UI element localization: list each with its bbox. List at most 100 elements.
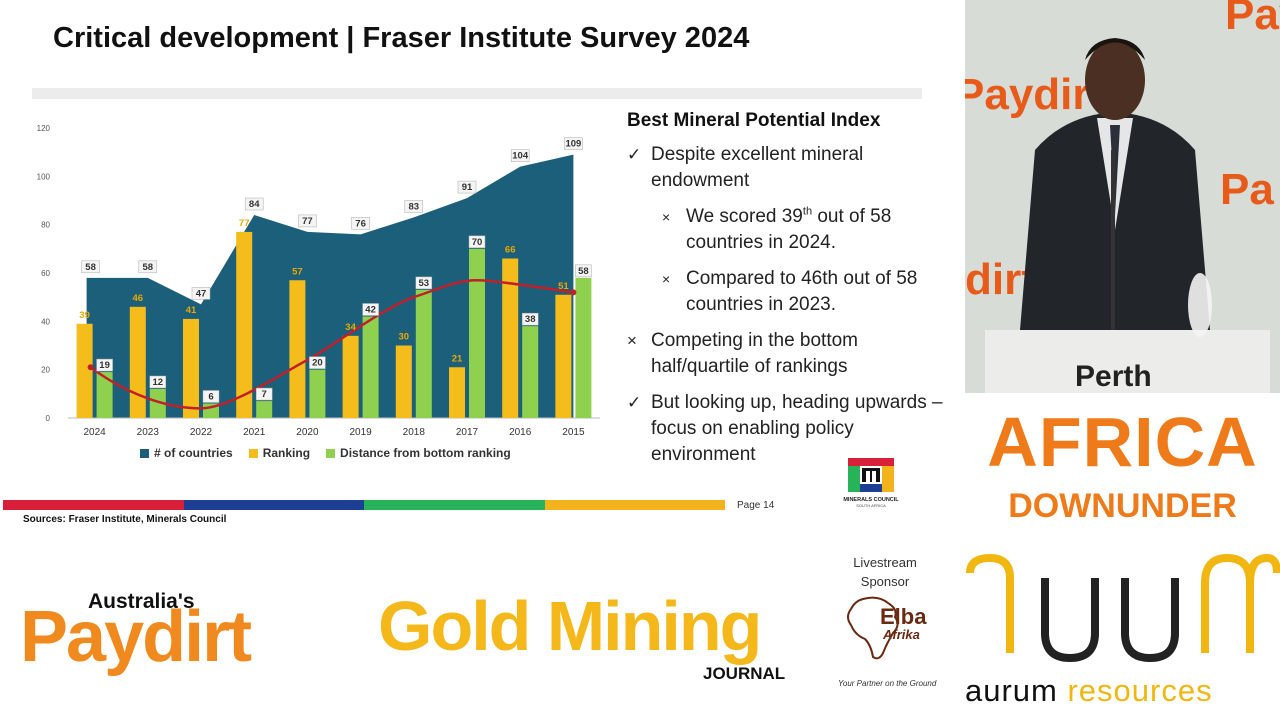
distance-bar [309, 369, 326, 418]
gold-mining-journal-logo: Gold Mining [378, 587, 762, 665]
distance-data-label: 53 [419, 278, 430, 289]
minerals-council-logo: MINERALS COUNCIL SOUTH AFRICA [836, 458, 906, 508]
countries-label-box [298, 214, 317, 228]
backdrop-word: Paydirt [1225, 0, 1280, 39]
ranking-bar [236, 231, 253, 418]
ranking-bar [76, 323, 93, 418]
y-tick-label: 20 [41, 366, 50, 375]
countries-label-box [404, 200, 424, 213]
ranking-data-label: 34 [345, 322, 356, 333]
distance-label-box [149, 375, 167, 389]
backdrop-word: Pa [1220, 165, 1274, 214]
legend-label-ranking: Ranking [262, 446, 311, 460]
distance-data-label: 19 [99, 360, 110, 371]
africa-map-icon [847, 596, 899, 660]
podium-label: Perth [1075, 360, 1152, 393]
bullet-competing: × Competing in the bottom half/quartile … [627, 328, 957, 380]
stripe-green [364, 500, 545, 510]
cross-icon: × [662, 209, 671, 225]
countries-label-box [351, 217, 370, 230]
ranking-data-label: 46 [133, 293, 144, 304]
y-tick-label: 60 [41, 269, 50, 278]
ranking-bar [449, 367, 465, 418]
livestream-sponsor-label: Livestream Sponsor [853, 555, 917, 589]
chart-legend: # of countries Ranking Distance from bot… [140, 446, 511, 460]
countries-label-box [564, 137, 583, 150]
x-tick-label: 2023 [137, 427, 160, 438]
countries-data-label: 91 [462, 182, 473, 193]
check-icon: ✓ [627, 393, 642, 412]
ranking-bar [342, 335, 359, 418]
bullet-looking-up: ✓ But looking up, heading upwards – focu… [627, 390, 957, 468]
stripe-yellow [544, 500, 725, 510]
distance-data-label: 7 [262, 389, 267, 400]
bullet-endowment: ✓ Despite excellent mineral endowment [627, 142, 957, 194]
sources-note: Sources: Fraser Institute, Minerals Coun… [23, 514, 227, 525]
legend-item-ranking: Ranking [248, 446, 311, 460]
ranking-data-label: 21 [452, 353, 463, 364]
ranking-data-label: 39 [79, 310, 90, 321]
sponsor-banner: Paydirt Australia's Gold Mining JOURNAL … [0, 543, 965, 720]
bullet-text: Competing in the bottom half/quartile of… [651, 330, 859, 377]
title-divider [32, 88, 922, 99]
distance-bar [522, 326, 539, 418]
legend-swatch-ranking [248, 448, 258, 458]
elba-logo: Elba [880, 604, 927, 629]
y-tick-label: 120 [37, 124, 51, 133]
countries-data-label: 104 [512, 151, 529, 162]
distance-bar [362, 316, 379, 418]
distance-bar [575, 277, 592, 418]
aurum-resources-logo: aurum resources [965, 543, 1280, 720]
distance-label-box [575, 264, 592, 278]
slide-title: Critical development | Fraser Institute … [53, 22, 750, 54]
paydirt-logo: Paydirt [20, 597, 252, 677]
distance-bar [469, 248, 485, 418]
x-tick-label: 2021 [243, 427, 266, 438]
ranking-data-label: 77 [239, 218, 250, 229]
y-tick-label: 40 [41, 317, 50, 326]
legend-item-countries: # of countries [140, 446, 233, 460]
panel-heading: Best Mineral Potential Index [627, 110, 881, 131]
countries-data-label: 58 [143, 262, 154, 273]
aurum-mark-icon [966, 553, 1280, 663]
distance-data-label: 12 [153, 377, 164, 388]
countries-data-label: 47 [196, 288, 207, 299]
countries-data-label: 109 [565, 139, 581, 150]
x-tick-label: 2016 [509, 427, 532, 438]
color-stripe [3, 500, 725, 510]
distance-label-box [521, 312, 539, 326]
countries-label-box [457, 180, 477, 194]
y-tick-label: 0 [46, 414, 51, 423]
bullet-text: But looking up, heading upwards – focus … [651, 392, 943, 465]
ranking-data-label: 51 [558, 281, 569, 292]
stripe-blue [183, 500, 364, 510]
logo-subcaption: SOUTH AFRICA [856, 503, 886, 508]
cross-icon: × [662, 271, 671, 287]
ranking-bar [183, 318, 199, 418]
distance-data-label: 6 [208, 392, 213, 403]
distance-data-label: 20 [312, 358, 323, 369]
elba-tagline: Your Partner on the Ground [838, 679, 937, 688]
trendline-end-marker [87, 364, 94, 371]
x-tick-label: 2018 [403, 427, 426, 438]
countries-data-label: 84 [249, 199, 260, 210]
ranking-bar [395, 345, 412, 418]
minerals-council-mark-icon [848, 458, 894, 492]
aurum-wordmark: aurum resources [965, 673, 1213, 709]
bullet-text: Compared to 46th out of 58 countries in … [686, 268, 918, 315]
slide: Critical development | Fraser Institute … [3, 22, 957, 525]
journal-label: JOURNAL [703, 664, 786, 683]
legend-swatch-countries [140, 448, 149, 458]
x-tick-label: 2015 [562, 427, 585, 438]
distance-data-label: 58 [578, 266, 589, 277]
bullet-text: Despite excellent mineral endowment [651, 144, 864, 191]
trendline [89, 278, 574, 410]
africa-downunder-logo: AFRICA DOWNUNDER [965, 393, 1280, 543]
ranking-data-label: 66 [505, 245, 516, 256]
distance-label-box [309, 356, 326, 369]
y-tick-label: 80 [41, 221, 50, 230]
legend-item-distance: Distance from bottom ranking [326, 446, 511, 460]
bullet-score-2023: × Compared to 46th out of 58 countries i… [627, 266, 957, 318]
check-icon: ✓ [627, 145, 642, 164]
